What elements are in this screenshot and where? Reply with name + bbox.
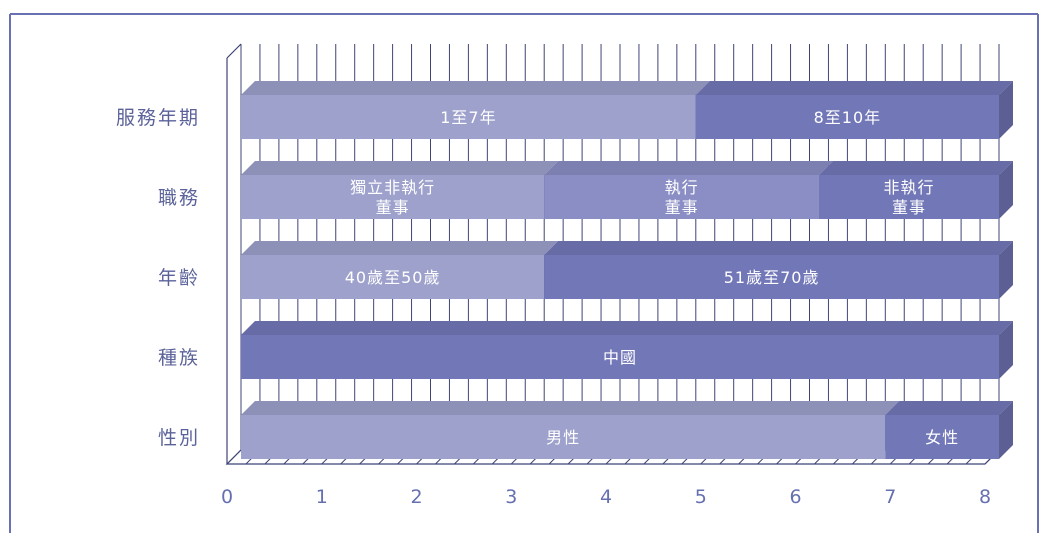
bar-segment — [241, 255, 545, 299]
segment-label: 獨立非執行 — [350, 178, 435, 197]
bar-end-cap — [999, 161, 1013, 219]
x-tick-label: 5 — [695, 486, 707, 508]
bar-top-face — [544, 161, 833, 175]
bar-top-face — [241, 401, 900, 415]
x-tick-label: 1 — [316, 486, 328, 508]
bar-segment — [241, 335, 999, 379]
bar-top-face — [695, 81, 1013, 95]
bar-end-cap — [999, 401, 1013, 459]
segment-label: 1至7年 — [440, 108, 496, 127]
x-tick-label: 8 — [979, 486, 991, 508]
bar-top-face — [241, 161, 559, 175]
segment-label: 40歲至50歲 — [345, 268, 441, 287]
side-wall-top — [226, 43, 242, 59]
bar-segment — [241, 95, 696, 139]
floor-hatch-line — [226, 449, 242, 465]
bars — [241, 81, 1013, 459]
category-label: 種族 — [158, 347, 200, 369]
bar-top-face — [241, 321, 1013, 335]
segment-label: 董事 — [376, 198, 410, 217]
bar-top-face — [818, 161, 1013, 175]
bar-end-cap — [999, 321, 1013, 379]
bar-segment — [544, 255, 999, 299]
x-tick-label: 2 — [410, 486, 422, 508]
bar-segment — [818, 175, 999, 219]
segment-label: 非執行 — [883, 178, 934, 197]
bar-end-cap — [999, 81, 1013, 139]
segment-label: 51歲至70歲 — [724, 268, 820, 287]
bar-top-face — [241, 81, 710, 95]
x-tick-label: 3 — [505, 486, 517, 508]
bar-end-cap — [999, 241, 1013, 299]
segment-label: 董事 — [665, 198, 699, 217]
bar-top-face — [544, 241, 1013, 255]
bar-top-face — [241, 241, 559, 255]
category-label: 年齡 — [158, 267, 200, 289]
segment-label: 執行 — [665, 178, 699, 197]
segment-label: 中國 — [603, 348, 637, 367]
category-label: 職務 — [158, 187, 200, 209]
segment-label: 董事 — [892, 198, 926, 217]
bar-segment — [695, 95, 999, 139]
bar-segment — [241, 415, 886, 459]
bar-segment — [241, 175, 545, 219]
x-tick-label: 4 — [600, 486, 612, 508]
x-tick-label: 0 — [221, 486, 233, 508]
x-tick-label: 6 — [789, 486, 801, 508]
category-label: 性別 — [158, 427, 200, 449]
bar-segment — [885, 415, 999, 459]
category-label: 服務年期 — [116, 107, 200, 129]
bar-segment — [544, 175, 819, 219]
segment-label: 男性 — [546, 428, 580, 447]
segment-label: 8至10年 — [814, 108, 882, 127]
bar-top-face — [885, 401, 1013, 415]
segment-label: 女性 — [925, 428, 959, 447]
x-tick-label: 7 — [884, 486, 896, 508]
